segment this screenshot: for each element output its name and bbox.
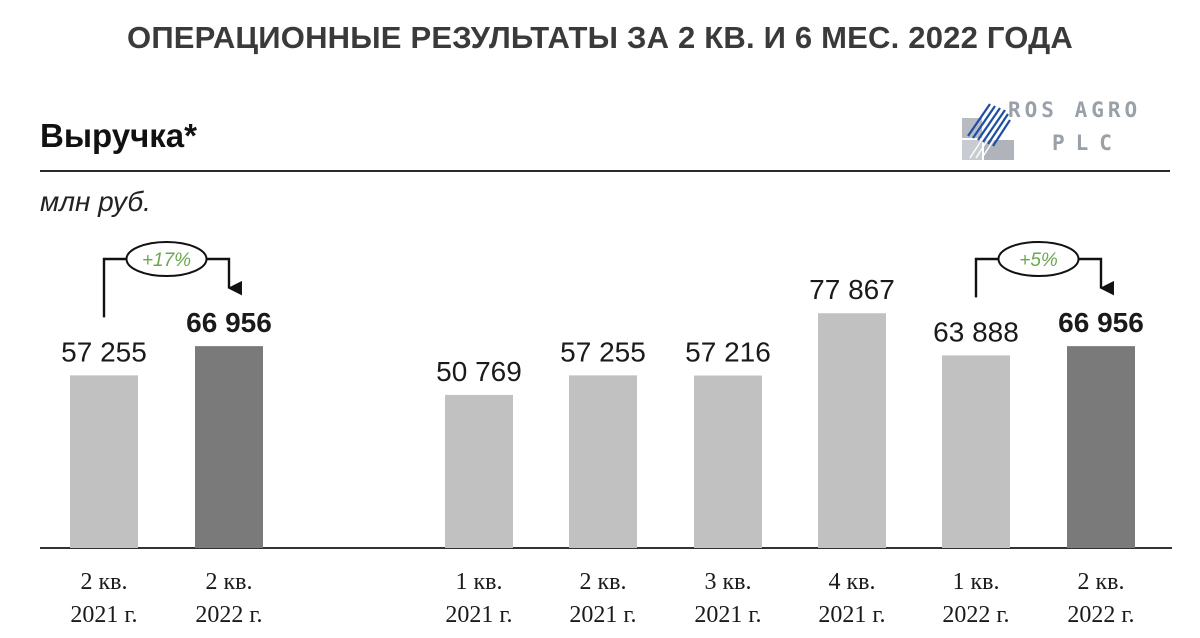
x-tick-label: 4 кв.: [829, 569, 876, 595]
x-tick-label: 1 кв.: [953, 569, 1000, 595]
x-tick-label: 2022 г.: [1067, 602, 1134, 628]
company-logo: ROS AGRO PLC: [960, 95, 1180, 165]
growth-label: +17%: [142, 250, 191, 271]
data-label: 57 255: [560, 336, 646, 367]
growth-badge: [997, 241, 1080, 277]
x-tick-label: 2021 г.: [818, 602, 885, 628]
units-label: млн руб.: [40, 186, 151, 217]
x-tick-label: 2 кв.: [580, 569, 627, 595]
x-tick-label: 2021 г.: [694, 602, 761, 628]
x-tick-label: 2 кв.: [206, 569, 253, 595]
x-tick-label: 2021 г.: [445, 602, 512, 628]
data-label: 57 216: [685, 336, 771, 367]
data-label: 66 956: [186, 307, 272, 338]
bar-quarterly-5: [1067, 346, 1135, 548]
logo-text-line2: PLC: [1052, 131, 1123, 155]
x-tick-label: 2022 г.: [195, 602, 262, 628]
bar-quarterly-4: [942, 355, 1010, 548]
bar-quarterly-1: [569, 375, 637, 548]
bar-quarterly-0: [445, 394, 513, 548]
title-divider: [40, 170, 1170, 172]
x-tick-label: 2021 г.: [70, 602, 137, 628]
page-title: ОПЕРАЦИОННЫЕ РЕЗУЛЬТАТЫ ЗА 2 КВ. И 6 МЕС…: [127, 20, 1073, 55]
x-tick-label: 3 кв.: [705, 569, 752, 595]
data-label: 57 255: [61, 336, 147, 367]
x-tick-label: 2022 г.: [942, 602, 1009, 628]
data-label: 77 867: [809, 274, 895, 305]
growth-badge: [125, 241, 208, 277]
x-tick-label: 2 кв.: [81, 569, 128, 595]
bar-halfyear-0: [70, 375, 138, 548]
bar-quarterly-2: [694, 375, 762, 548]
data-label: 50 769: [436, 356, 522, 387]
data-label: 66 956: [1058, 307, 1144, 338]
section-title: Выручка*: [40, 117, 197, 154]
data-label: 63 888: [933, 316, 1019, 347]
logo-text-line1: ROS AGRO: [1008, 98, 1142, 122]
bar-quarterly-3: [818, 313, 886, 548]
x-tick-label: 2021 г.: [569, 602, 636, 628]
x-tick-label: 1 кв.: [456, 569, 503, 595]
growth-label: +5%: [1019, 250, 1058, 271]
x-tick-label: 2 кв.: [1078, 569, 1125, 595]
logo-mark-icon: [962, 103, 1014, 160]
bar-halfyear-1: [195, 346, 263, 548]
